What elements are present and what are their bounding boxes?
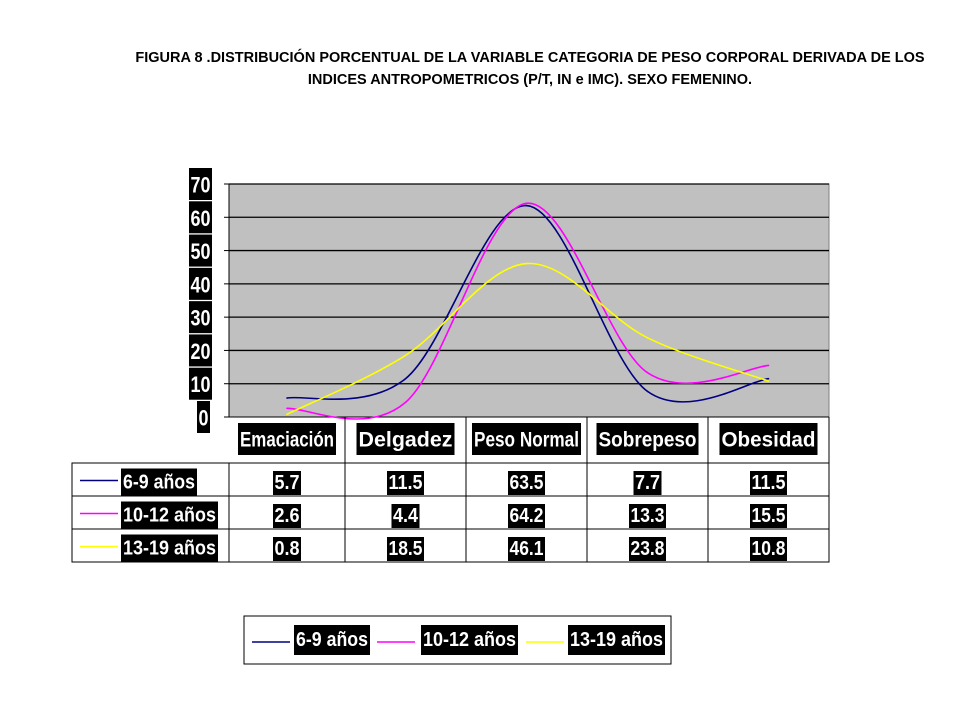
table-series-label-box <box>121 468 197 497</box>
data-value-box <box>273 504 301 528</box>
category-label-peso-normal: Peso Normal <box>474 429 579 452</box>
y-axis: 0 10 20 30 40 50 60 70 <box>189 168 230 433</box>
data-point-13-19-anos <box>286 413 288 416</box>
y-tick-label: 30 <box>191 306 211 331</box>
data-value-box <box>387 537 424 561</box>
data-value-13-19-anos-emaciacion: 0.8 <box>275 538 300 560</box>
data-value-box <box>750 537 787 561</box>
y-tick-label: 0 <box>199 406 209 431</box>
table-series-label-10-12-anos: 10-12 años <box>123 505 216 527</box>
chart-title-line-1: FIGURA 8 .DISTRIBUCIÓN PORCENTUAL DE LA … <box>135 50 925 66</box>
gridlines <box>229 183 829 385</box>
x-axis: Emaciación Delgadez Peso Normal Sobrepeso Ob… <box>229 416 829 455</box>
plot-area <box>228 183 830 418</box>
data-point-13-19-anos <box>646 336 649 339</box>
y-tick-label: 60 <box>191 206 211 231</box>
data-value-10-12-anos-peso-normal: 64.2 <box>510 505 544 527</box>
data-point-10-12-anos <box>767 364 770 367</box>
category-label-box <box>596 423 699 455</box>
data-value-6-9-anos-delgadez: 11.5 <box>389 472 423 494</box>
data-point-10-12-anos <box>646 371 649 374</box>
data-value-10-12-anos-delgadez: 4.4 <box>393 505 419 527</box>
data-point-10-12-anos <box>286 407 288 410</box>
data-point-13-19-anos <box>767 380 770 382</box>
legend-label-box <box>568 625 665 655</box>
data-value-box <box>629 504 666 528</box>
data-value-6-9-anos-peso-normal: 63.5 <box>510 472 544 494</box>
data-value-box <box>273 471 301 495</box>
data-value-box <box>750 504 787 528</box>
chart-title-line-2: INDICES ANTROPOMETRICOS (P/T, IN e IMC).… <box>307 72 753 88</box>
y-tick-label-box <box>197 401 210 433</box>
category-label-obesidad: Obesidad <box>722 429 816 452</box>
data-point-6-9-anos <box>646 390 649 393</box>
y-tick-label: 50 <box>191 239 211 264</box>
data-value-13-19-anos-obesidad: 10.8 <box>752 538 786 560</box>
legend-label-box <box>294 625 370 655</box>
data-table: 6-9 años 5.7 11.5 63.5 7.7 11.5 10-12 años 2.6 4… <box>71 417 830 563</box>
data-point-10-12-anos <box>404 401 407 404</box>
y-tick-label-box <box>189 301 212 334</box>
category-label-box <box>719 423 818 455</box>
data-value-13-19-anos-delgadez: 18.5 <box>389 538 423 560</box>
data-value-box <box>508 471 545 495</box>
data-value-box <box>391 504 420 528</box>
data-value-6-9-anos-emaciacion: 5.7 <box>275 472 300 494</box>
data-point-6-9-anos <box>286 397 288 399</box>
data-value-box <box>633 471 662 495</box>
data-point-13-19-anos <box>404 354 407 357</box>
data-value-10-12-anos-emaciacion: 2.6 <box>275 505 300 527</box>
series-lines <box>286 202 770 420</box>
data-value-10-12-anos-obesidad: 15.5 <box>752 505 786 527</box>
data-value-13-19-anos-peso-normal: 46.1 <box>510 538 544 560</box>
table-series-label-box <box>121 534 218 563</box>
category-label-box <box>238 423 336 455</box>
data-point-6-9-anos <box>767 377 770 380</box>
y-tick-label-box <box>189 201 212 234</box>
data-point-6-9-anos <box>525 204 528 207</box>
data-value-10-12-anos-sobrepeso: 13.3 <box>631 505 665 527</box>
y-tick-label-box <box>189 334 212 367</box>
y-tick-label: 20 <box>191 339 211 364</box>
data-point-13-19-anos <box>525 262 528 265</box>
category-label-sobrepeso: Sobrepeso <box>599 429 697 452</box>
table-series-label-box <box>121 501 218 530</box>
data-value-box <box>508 504 545 528</box>
category-label-delgadez: Delgadez <box>359 429 453 452</box>
data-value-box <box>508 537 545 561</box>
legend-label-6-9-anos: 6-9 años <box>296 629 368 651</box>
legend-label-box <box>421 625 518 655</box>
y-tick-label-box <box>189 234 212 267</box>
y-tick-label-box <box>189 267 212 300</box>
legend: 6-9 años 10-12 años 13-19 años <box>243 615 672 665</box>
y-tick-label: 10 <box>191 372 211 397</box>
data-value-box <box>273 537 301 561</box>
data-point-6-9-anos <box>404 377 407 380</box>
category-label-emaciacion: Emaciación <box>240 429 334 452</box>
legend-label-13-19-anos: 13-19 años <box>570 629 663 651</box>
y-tick-label-box <box>189 367 212 400</box>
data-value-13-19-anos-sobrepeso: 23.8 <box>631 538 665 560</box>
legend-label-10-12-anos: 10-12 años <box>423 629 516 651</box>
table-series-label-6-9-anos: 6-9 años <box>123 472 195 494</box>
data-value-6-9-anos-sobrepeso: 7.7 <box>635 472 660 494</box>
data-value-box <box>629 537 666 561</box>
category-label-box <box>472 423 581 455</box>
y-tick-label: 40 <box>191 272 211 297</box>
data-value-6-9-anos-obesidad: 11.5 <box>752 472 786 494</box>
data-value-box <box>750 471 787 495</box>
y-tick-label: 70 <box>191 173 211 198</box>
y-tick-label-box <box>189 168 212 200</box>
table-series-label-13-19-anos: 13-19 años <box>123 538 216 560</box>
data-point-10-12-anos <box>525 202 528 205</box>
data-value-box <box>387 471 424 495</box>
category-label-box <box>356 423 455 455</box>
